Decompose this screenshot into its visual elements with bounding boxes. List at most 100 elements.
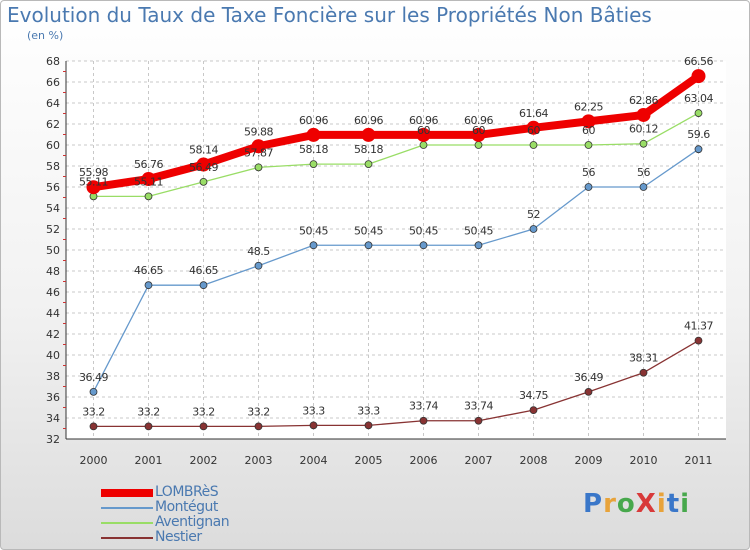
x-tick-label: 2010 bbox=[630, 454, 658, 467]
data-point bbox=[144, 192, 153, 201]
data-label: 46.65 bbox=[189, 264, 218, 277]
y-tick-label: 54 bbox=[46, 202, 60, 215]
x-tick-label: 2003 bbox=[245, 454, 273, 467]
y-tick-label: 46 bbox=[46, 286, 60, 299]
data-point bbox=[419, 241, 428, 250]
data-label: 58.18 bbox=[299, 143, 328, 156]
y-tick-label: 58 bbox=[46, 160, 60, 173]
series-line-2 bbox=[92, 112, 700, 197]
data-label: 55.98 bbox=[79, 166, 108, 179]
data-point bbox=[196, 157, 211, 172]
data-point bbox=[364, 241, 373, 250]
data-label: 60.96 bbox=[354, 114, 383, 127]
data-label: 46.65 bbox=[134, 264, 163, 277]
chart-subtitle: (en %) bbox=[27, 29, 64, 42]
data-point bbox=[306, 127, 321, 142]
data-point bbox=[251, 139, 266, 154]
data-point bbox=[694, 109, 703, 117]
data-point bbox=[694, 336, 703, 345]
data-label: 55.11 bbox=[79, 175, 108, 188]
data-point bbox=[526, 120, 541, 135]
data-label: 41.37 bbox=[684, 320, 713, 333]
chart-title: Evolution du Taux de Taxe Foncière sur l… bbox=[7, 3, 652, 27]
data-label: 60 bbox=[472, 124, 485, 137]
data-label: 56.49 bbox=[189, 161, 218, 174]
legend-swatch-montegut bbox=[101, 507, 153, 509]
data-label: 60.96 bbox=[464, 114, 493, 127]
data-point bbox=[529, 141, 538, 149]
data-label: 59.88 bbox=[244, 125, 273, 138]
data-label: 50.45 bbox=[299, 224, 328, 237]
data-label: 58.18 bbox=[354, 143, 383, 156]
data-point bbox=[471, 127, 486, 142]
data-label: 61.64 bbox=[519, 107, 548, 120]
data-point bbox=[474, 416, 483, 425]
data-point bbox=[309, 421, 318, 430]
x-tick-label: 2005 bbox=[355, 454, 383, 467]
data-point bbox=[639, 368, 648, 377]
y-tick-label: 34 bbox=[46, 412, 60, 425]
data-label: 33.74 bbox=[464, 400, 493, 413]
legend-label-aventignan: Aventignan bbox=[155, 514, 230, 530]
data-label: 33.2 bbox=[137, 405, 160, 418]
y-tick-label: 32 bbox=[46, 433, 60, 446]
data-point bbox=[364, 160, 373, 169]
x-tick-label: 2000 bbox=[80, 454, 108, 467]
y-tick-label: 60 bbox=[46, 139, 60, 152]
x-tick-label: 2002 bbox=[190, 454, 218, 467]
data-point bbox=[584, 387, 593, 396]
data-label: 33.3 bbox=[357, 404, 380, 417]
x-tick-label: 2009 bbox=[575, 454, 603, 467]
data-point bbox=[144, 281, 153, 290]
data-label: 36.49 bbox=[574, 371, 603, 384]
data-point bbox=[309, 160, 318, 169]
data-label: 50.45 bbox=[409, 224, 438, 237]
data-point bbox=[584, 183, 593, 191]
data-label: 56 bbox=[637, 166, 650, 179]
y-tick-label: 42 bbox=[46, 328, 60, 341]
data-point bbox=[419, 141, 428, 149]
legend-item-nestier: Nestier bbox=[101, 529, 321, 545]
data-point bbox=[254, 163, 263, 172]
legend-item-aventignan: Aventignan bbox=[101, 514, 321, 530]
data-label: 33.74 bbox=[409, 400, 438, 413]
data-point bbox=[694, 145, 703, 154]
data-label: 52 bbox=[527, 208, 540, 221]
data-label: 33.2 bbox=[192, 405, 215, 418]
data-label: 62.25 bbox=[574, 100, 603, 113]
legend-swatch-lombres bbox=[101, 489, 153, 497]
data-point bbox=[416, 127, 431, 142]
x-tick-label: 2011 bbox=[685, 454, 713, 467]
chart-legend: LOMBRèS Montégut Aventignan Nestier bbox=[101, 484, 321, 545]
data-point bbox=[529, 225, 538, 233]
y-tick-label: 38 bbox=[46, 370, 60, 383]
legend-swatch-nestier bbox=[101, 537, 153, 539]
data-label: 36.49 bbox=[79, 371, 108, 384]
y-tick-label: 62 bbox=[46, 118, 60, 131]
series-line-1 bbox=[92, 148, 700, 393]
y-tick-label: 36 bbox=[46, 391, 60, 404]
data-label: 48.5 bbox=[247, 245, 270, 258]
legend-item-lombres: LOMBRèS bbox=[101, 484, 321, 500]
data-point bbox=[639, 183, 648, 191]
data-label: 58.14 bbox=[189, 144, 218, 157]
data-point bbox=[86, 180, 101, 195]
data-label: 34.75 bbox=[519, 389, 548, 402]
data-point bbox=[636, 107, 651, 122]
legend-item-montegut: Montégut bbox=[101, 499, 321, 515]
x-tick-label: 2008 bbox=[520, 454, 548, 467]
data-point bbox=[529, 406, 538, 415]
data-label: 63.04 bbox=[684, 92, 713, 105]
y-tick-label: 50 bbox=[46, 244, 60, 257]
x-tick-label: 2006 bbox=[410, 454, 438, 467]
data-label: 60.96 bbox=[299, 114, 328, 127]
x-tick-label: 2007 bbox=[465, 454, 493, 467]
data-point bbox=[254, 261, 263, 270]
data-label: 33.2 bbox=[247, 405, 270, 418]
series-line-0 bbox=[89, 72, 703, 192]
data-label: 60 bbox=[417, 124, 430, 137]
x-tick-label: 2004 bbox=[300, 454, 328, 467]
data-label: 62.86 bbox=[629, 94, 658, 107]
data-point bbox=[89, 422, 98, 431]
